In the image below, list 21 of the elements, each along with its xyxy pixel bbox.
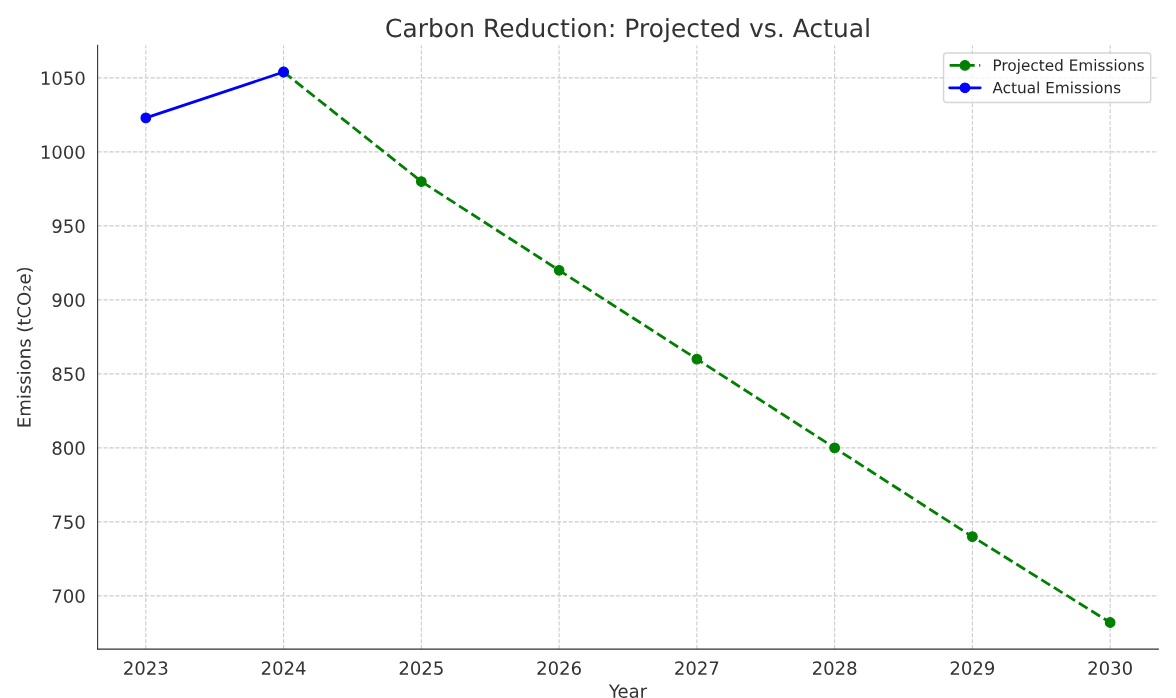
y-axis-title: Emissions (tCO₂e) — [16, 267, 33, 427]
x-tick-label: 2028 — [812, 661, 857, 675]
y-tick-label: 900 — [52, 293, 85, 308]
y-tick-label: 800 — [52, 441, 85, 455]
x-tick-label: 2029 — [950, 661, 995, 675]
y-tick-label: 1050 — [41, 71, 85, 86]
x-tick-label: 2023 — [124, 661, 168, 675]
y-tick-label: 1000 — [41, 145, 85, 160]
legend-label: Projected Emissions — [993, 59, 1144, 74]
legend-label: Actual Emissions — [992, 81, 1121, 94]
y-tick-label: 700 — [52, 589, 85, 603]
x-tick-label: 2024 — [261, 661, 306, 675]
x-tick-label: 2025 — [399, 661, 443, 675]
x-tick-label: 2030 — [1088, 661, 1132, 675]
chart-title: Carbon Reduction: Projected vs. Actual — [386, 18, 869, 43]
x-tick-label: 2027 — [675, 661, 719, 675]
y-tick-label: 850 — [52, 367, 85, 382]
x-tick-label: 2026 — [537, 661, 581, 675]
x-axis-title: Year — [608, 684, 648, 698]
y-tick-label: 750 — [52, 515, 85, 529]
y-tick-label: 950 — [52, 219, 85, 234]
